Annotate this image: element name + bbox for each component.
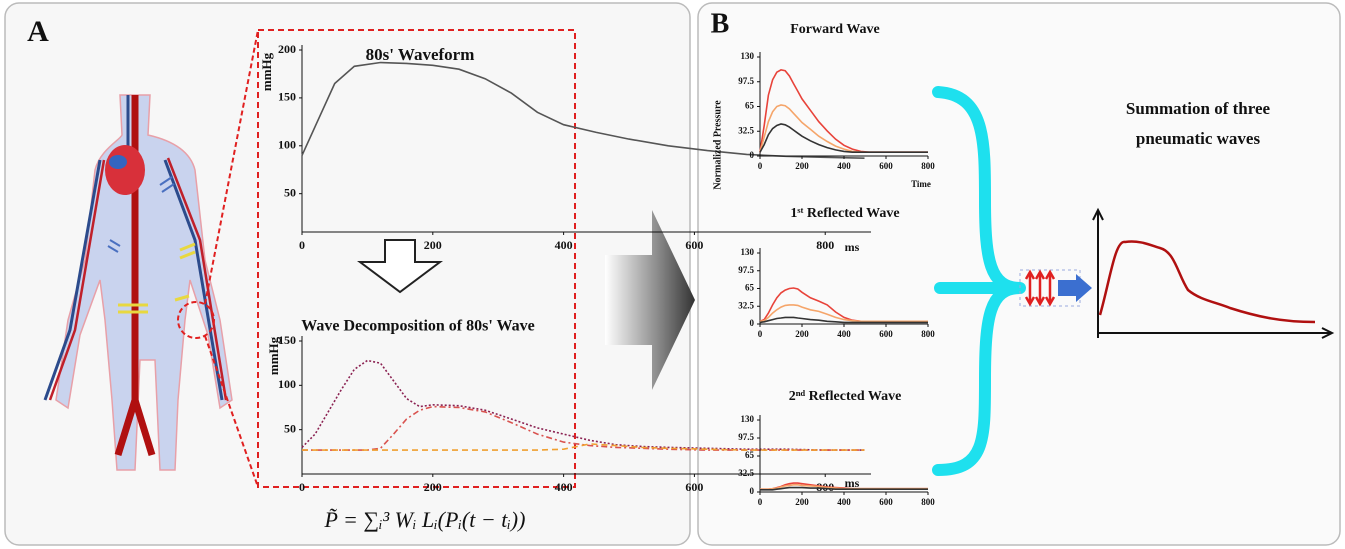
x-tick-label: 600	[879, 161, 893, 171]
y-tick-label: 0	[750, 150, 755, 160]
y-tick-label: 100	[278, 138, 296, 152]
panel-b-box	[697, 2, 1341, 546]
data-line	[760, 486, 928, 491]
x-axis-label: ms	[845, 476, 860, 490]
y-tick-label: 130	[741, 247, 755, 257]
chart-title: 1ˢᵗ Reflected Wave	[790, 206, 899, 221]
y-tick-label: 200	[278, 42, 296, 56]
y-tick-label: 0	[750, 486, 755, 496]
y-tick-label: 65	[745, 101, 755, 111]
x-tick-label: 800	[816, 238, 834, 252]
y-tick-label: 150	[278, 90, 296, 104]
data-line	[759, 304, 928, 323]
x-tick-label: 800	[921, 161, 935, 171]
y-tick-label: 97.5	[738, 76, 754, 86]
x-tick-label: 200	[795, 329, 809, 339]
y-tick-label: 150	[278, 333, 296, 347]
x-tick-label: 0	[299, 480, 305, 494]
y-tick-label: 97.5	[738, 265, 754, 275]
x-tick-label: 400	[555, 480, 573, 494]
data-line	[302, 443, 865, 451]
y-tick-label: 32.5	[738, 300, 754, 310]
big-arrow	[605, 210, 695, 390]
chart-title: 80s' Waveform	[366, 45, 475, 64]
blue-arrow	[1058, 274, 1092, 302]
y-tick-label: 65	[745, 283, 755, 293]
y-tick-label: 50	[284, 185, 296, 199]
data-line	[301, 61, 865, 159]
y-axis-label: Normalized Pressure	[712, 100, 723, 190]
x-tick-label: 800	[921, 329, 935, 339]
data-line	[759, 123, 928, 153]
y-tick-label: 32.5	[738, 125, 754, 135]
x-tick-label: 600	[685, 480, 703, 494]
x-tick-label: 200	[424, 480, 442, 494]
body-illustration	[43, 94, 233, 471]
double-arrows	[1024, 269, 1056, 307]
y-axis-label: mmHg	[259, 52, 274, 91]
summation-title: Summation of three	[1126, 99, 1271, 118]
zoom-box	[257, 29, 576, 488]
y-axis-label: mmHg	[266, 336, 281, 375]
x-axis-label: Time	[911, 179, 931, 189]
y-tick-label: 97.5	[738, 432, 754, 442]
y-tick-label: 32.5	[738, 468, 754, 478]
y-tick-label: 50	[284, 421, 296, 435]
x-tick-label: 0	[758, 161, 763, 171]
chart-title: Wave Decomposition of 80s' Wave	[301, 318, 534, 335]
x-tick-label: 400	[837, 329, 851, 339]
x-tick-label: 800	[921, 497, 935, 507]
x-tick-label: 200	[795, 161, 809, 171]
x-tick-label: 600	[879, 497, 893, 507]
x-tick-label: 400	[837, 497, 851, 507]
down-arrow	[357, 239, 443, 294]
summation-title: pneumatic waves	[1136, 129, 1261, 148]
x-tick-label: 200	[424, 238, 442, 252]
data-line	[301, 359, 865, 451]
panel-label: B	[711, 8, 730, 39]
y-tick-label: 0	[750, 318, 755, 328]
zoom-line	[204, 29, 259, 488]
x-tick-label: 0	[299, 238, 305, 252]
y-tick-label: 100	[278, 377, 296, 391]
x-tick-label: 200	[795, 497, 809, 507]
data-line	[759, 316, 928, 324]
y-tick-label: 130	[741, 51, 755, 61]
x-tick-label: 0	[758, 497, 763, 507]
summation-sketch	[1092, 207, 1335, 339]
x-tick-label: 400	[555, 238, 573, 252]
x-tick-label: 600	[879, 329, 893, 339]
x-axis-label: ms	[845, 240, 860, 254]
zoom-circle	[177, 301, 215, 339]
x-tick-label: 600	[685, 238, 703, 252]
x-tick-label: 400	[837, 161, 851, 171]
chart-title: Forward Wave	[790, 22, 880, 37]
y-tick-label: 65	[745, 450, 755, 460]
x-tick-label: 0	[758, 329, 763, 339]
chart-title: 2ⁿᵈ Reflected Wave	[789, 389, 902, 404]
formula: P̃ = ∑ᵢ³ Wᵢ Lᵢ(Pᵢ(t − tᵢ))	[324, 507, 526, 532]
y-tick-label: 130	[741, 414, 755, 424]
panel-label: A	[27, 15, 49, 48]
